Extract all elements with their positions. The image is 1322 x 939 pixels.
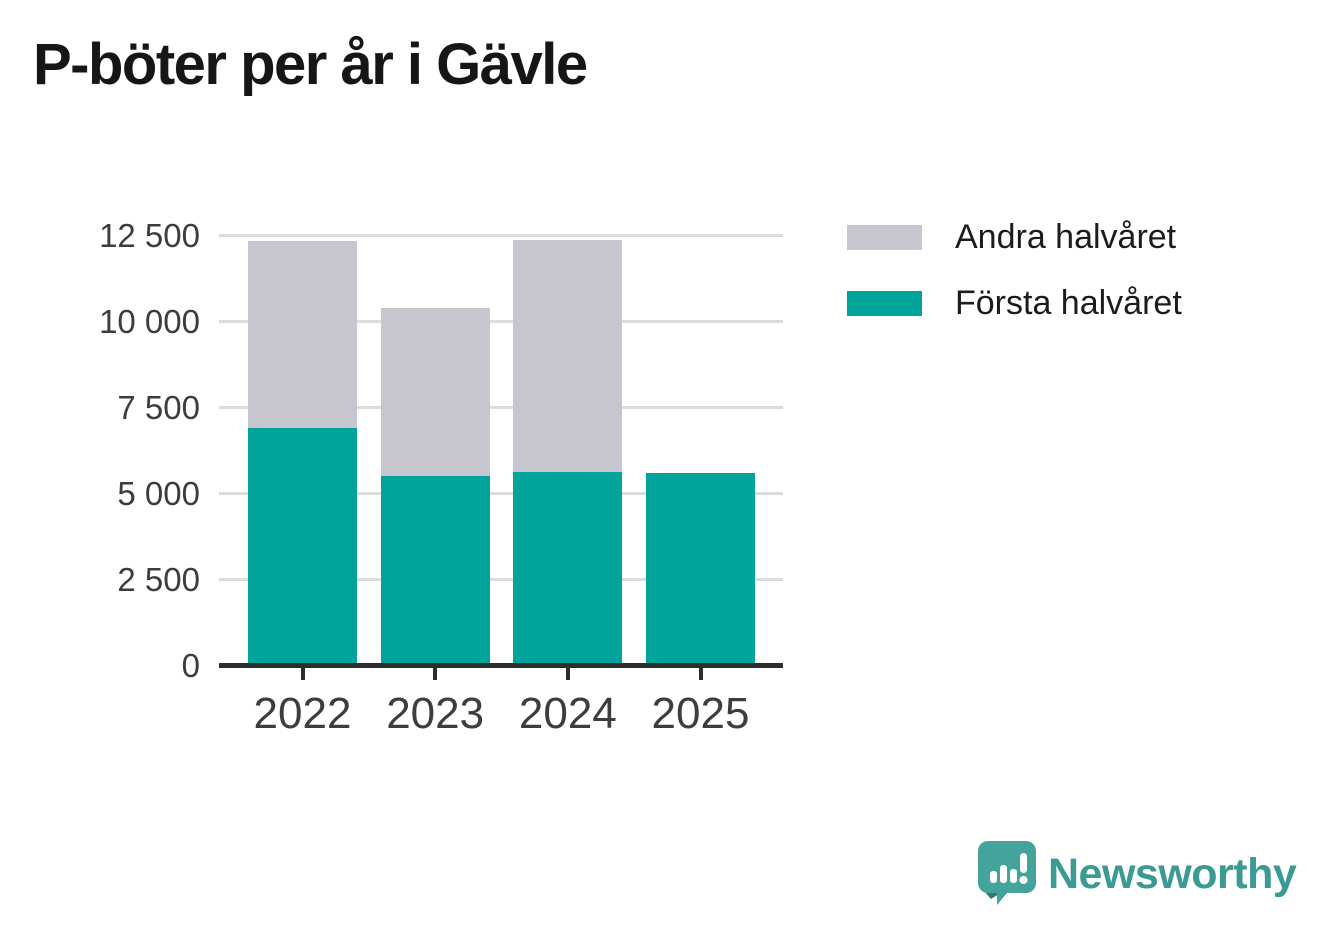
newsworthy-logo-text: Newsworthy (1048, 849, 1297, 898)
legend-item-forsta: Första halvåret (847, 286, 1182, 320)
page-title: P-böter per år i Gävle (33, 32, 588, 97)
gridline (219, 577, 783, 581)
newsworthy-logo-icon (978, 841, 1036, 905)
x-axis-tick-label: 2023 (386, 689, 485, 738)
y-axis-tick-label: 12 500 (99, 217, 200, 255)
gridline (219, 234, 783, 238)
y-axis-tick-label: 0 (181, 646, 200, 684)
x-axis-tick-label: 2025 (651, 689, 750, 738)
bar-segment-andra-2022 (248, 240, 357, 428)
bar-segment-andra-2023 (380, 307, 490, 476)
x-axis-tick (300, 667, 305, 680)
legend-item-andra: Andra halvåret (847, 220, 1182, 254)
legend-label-forsta: Första halvåret (955, 284, 1182, 322)
bar-segment-forsta-2022 (248, 427, 357, 665)
bar-segment-forsta-2024 (513, 471, 623, 665)
chart-legend: Andra halvåret Första halvåret (847, 220, 1182, 352)
y-axis-tick-label: 10 000 (99, 302, 200, 340)
legend-swatch-andra (847, 224, 922, 250)
gridline (219, 319, 783, 323)
y-axis-tick-label: 5 000 (117, 474, 200, 512)
x-axis-tick (565, 667, 570, 680)
x-axis-tick (433, 667, 438, 680)
bar-segment-forsta-2023 (380, 475, 490, 665)
bar-segment-andra-2024 (513, 239, 623, 472)
legend-swatch-forsta (847, 290, 922, 316)
bar-segment-forsta-2025 (646, 472, 755, 665)
gridline (219, 405, 783, 409)
x-axis-tick (698, 667, 703, 680)
newsworthy-branding: Newsworthy (978, 841, 1297, 907)
x-axis-tick-label: 2022 (253, 689, 352, 738)
legend-label-andra: Andra halvåret (955, 218, 1177, 256)
y-axis-tick-label: 7 500 (117, 388, 200, 426)
x-axis-tick-label: 2024 (518, 689, 617, 738)
x-axis-baseline (219, 662, 783, 668)
y-axis-tick-label: 2 500 (117, 560, 200, 598)
gridline (219, 491, 783, 495)
